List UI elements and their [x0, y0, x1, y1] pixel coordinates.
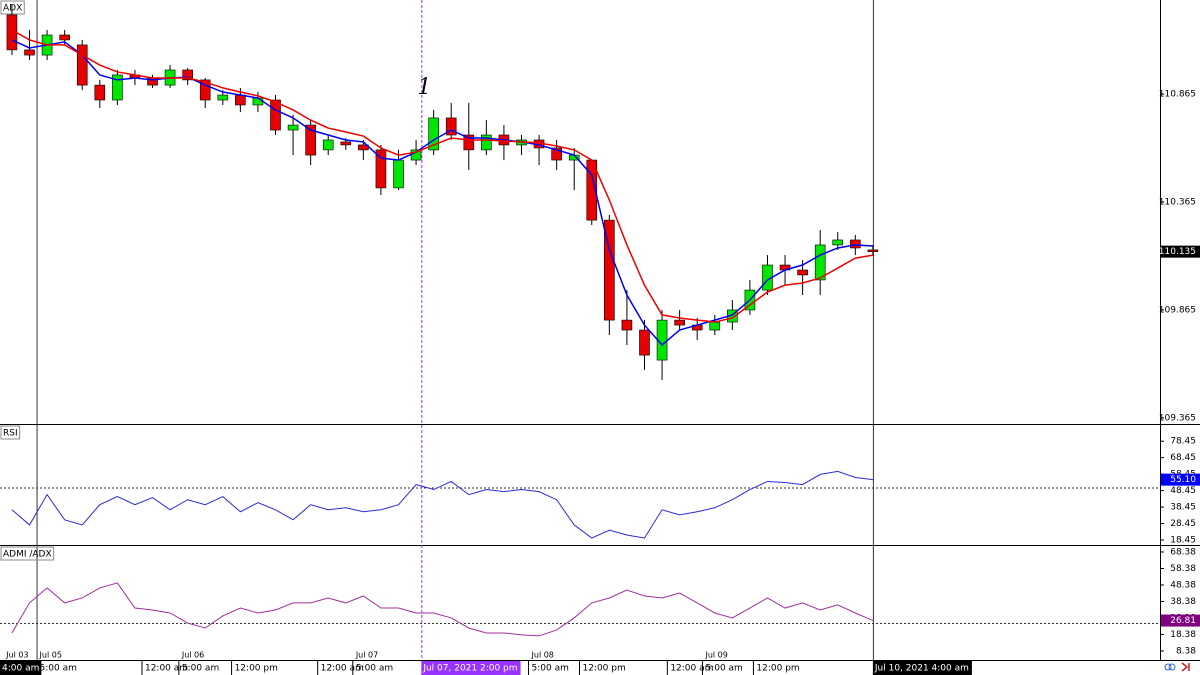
x-tick-label: 12:00 am — [321, 664, 364, 674]
candle-body — [217, 94, 229, 101]
current-value-label: 26.81 — [1170, 616, 1196, 626]
x-tick-label: 12:00 pm — [582, 664, 625, 674]
link-icon[interactable] — [1164, 663, 1172, 671]
pane-title: ADX — [3, 4, 22, 14]
candle-body — [832, 239, 844, 246]
moving-average — [11, 29, 874, 323]
current-price-box — [1161, 245, 1200, 258]
date-tick-label: Jul 08 — [531, 651, 554, 660]
current-value-label: 55.10 — [1170, 475, 1196, 485]
candle-body — [551, 147, 562, 161]
date-tick-label: Jul 07 — [355, 651, 378, 660]
date-tick-label: Jul 05 — [39, 651, 62, 660]
start-time-label-box — [0, 661, 42, 675]
candle-body — [393, 159, 404, 189]
candle-body — [94, 84, 106, 101]
candle-body — [639, 329, 650, 356]
candle-body — [322, 139, 334, 151]
candle-body — [604, 219, 615, 321]
candle-body — [797, 269, 808, 276]
indicator-line — [11, 582, 874, 637]
y-tick-label: 68.45 — [1170, 453, 1196, 463]
y-tick-label: 28.45 — [1170, 519, 1196, 529]
date-tick-label: Jul 09 — [704, 651, 727, 660]
pane-title: RSI — [3, 429, 18, 439]
y-tick-label: 38.45 — [1170, 503, 1196, 513]
y-tick-label: 78.45 — [1170, 437, 1196, 447]
candle-body — [112, 74, 123, 101]
candle-body — [375, 149, 387, 189]
candle-body — [287, 124, 299, 131]
candle-body — [621, 319, 633, 331]
y-tick-label: 58.38 — [1170, 564, 1196, 574]
candle-body — [182, 69, 193, 81]
current-value-box — [1161, 614, 1200, 627]
candle-body — [867, 249, 879, 252]
candle-body — [850, 239, 861, 249]
candle-body — [199, 79, 211, 101]
x-tick-label: 12:00 pm — [756, 664, 799, 674]
candle-body — [463, 134, 475, 151]
candle-body — [24, 49, 35, 56]
candle-body — [340, 141, 352, 146]
candle-body — [252, 97, 264, 106]
candle-body — [674, 319, 685, 326]
y-tick-label: 48.38 — [1170, 580, 1196, 590]
candle-body — [59, 34, 70, 41]
x-tick-label: 5:00 am — [182, 664, 219, 674]
pane-title-box — [0, 425, 21, 440]
y-tick-label: 48.45 — [1170, 486, 1196, 496]
y-tick-label: 109.365 — [1159, 413, 1196, 423]
x-tick-label: 5:00 am — [705, 664, 742, 674]
candle-body — [428, 117, 439, 151]
y-tick-label: 110.865 — [1159, 89, 1196, 99]
current-time-label: Jul 10, 2021 4:00 am — [874, 664, 969, 674]
x-tick-label: 5:00 am — [532, 664, 569, 674]
candle-body — [445, 117, 457, 136]
pane-title-box — [0, 546, 55, 561]
pane-title: ADMI /ADX — [3, 550, 52, 560]
moving-average — [11, 39, 873, 346]
x-tick-label: 5:00 am — [40, 664, 77, 674]
current-value-box — [1161, 473, 1200, 486]
candle-body — [270, 99, 281, 131]
candle-body — [709, 321, 721, 331]
y-tick-label: 38.38 — [1170, 597, 1196, 607]
link-icon[interactable] — [1168, 663, 1176, 671]
y-tick-label: 68.38 — [1170, 547, 1196, 557]
scroll-end-icon[interactable] — [1181, 662, 1190, 672]
candle-body — [481, 134, 492, 151]
date-tick-label: Jul 03 — [5, 651, 28, 660]
current-price-label: 110.135 — [1159, 247, 1196, 257]
candle-body — [305, 124, 316, 156]
toolbar-icons[interactable] — [1164, 662, 1190, 672]
start-time-label: 4:00 am — [2, 664, 39, 674]
y-tick-label: 8.38 — [1176, 646, 1196, 656]
y-tick-label: 109.865 — [1159, 305, 1196, 315]
y-tick-label: 18.45 — [1170, 535, 1196, 545]
current-time-label-box — [872, 661, 972, 675]
x-tick-label: 12:00 am — [670, 664, 713, 674]
x-tick-label: 12:00 am — [145, 664, 188, 674]
candle-body — [76, 44, 88, 86]
x-tick-label: 12:00 pm — [235, 664, 278, 674]
indicator-line — [11, 470, 873, 539]
candle-body — [814, 244, 826, 281]
x-tick-label: 5:00 am — [356, 664, 393, 674]
y-tick-label: 110.365 — [1159, 197, 1196, 207]
crosshair-time-label: Jul 07, 2021 2:00 pm — [422, 664, 517, 674]
candle-body — [235, 94, 246, 106]
pane-title-box — [0, 0, 25, 15]
y-tick-label: 18.38 — [1170, 630, 1196, 640]
date-tick-label: Jul 06 — [181, 651, 204, 660]
annotation: 1 — [417, 75, 431, 100]
crosshair-time-label-box — [421, 661, 521, 675]
